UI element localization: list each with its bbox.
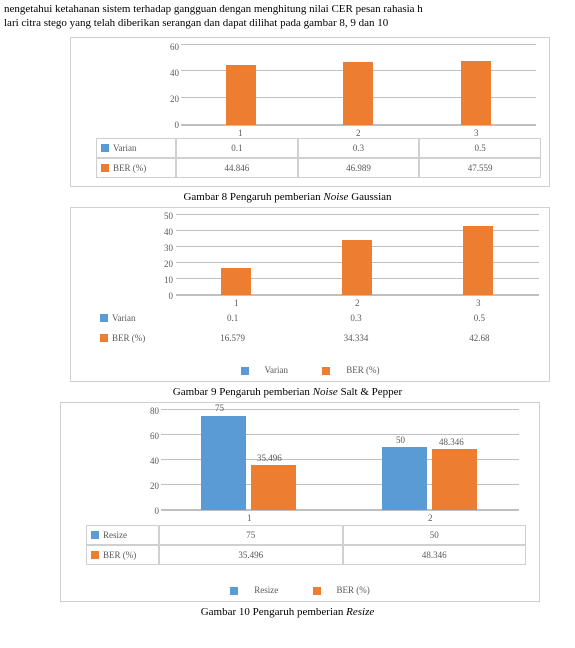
chart2-bar-1 (221, 268, 251, 295)
chart1-data-table: Varian 0.1 0.3 0.5 BER (%) 44.846 46.989… (96, 138, 541, 178)
chart3-plot: 75 35.496 50 48.346 (161, 411, 519, 511)
chart1-caption: Gambar 8 Pengaruh pemberian Noise Gaussi… (0, 191, 575, 203)
chart3-bar-resize-1 (201, 416, 246, 510)
chart3-bar-ber-2 (432, 449, 477, 509)
chart3-data-table: Resize 75 50 BER (%) 35.496 48.346 (86, 525, 526, 565)
chart2-data-table: Varian 0.1 0.3 0.5 BER (%) 16.579 34.334… (96, 308, 541, 348)
chart2-legend-ber: BER (%) (96, 333, 171, 343)
chart3-bar-ber-1 (251, 465, 296, 509)
chart2-caption: Gambar 9 Pengaruh pemberian Noise Salt &… (0, 386, 575, 398)
chart3-bottom-legend: Resize BER (%) (61, 585, 539, 595)
intro-line2: lari citra stego yang telah diberikan se… (4, 17, 388, 29)
chart1-plot (181, 46, 536, 126)
chart2-bar-2 (342, 240, 372, 295)
chart1-bar-3 (461, 61, 491, 124)
chart3-caption: Gambar 10 Pengaruh pemberian Resize (0, 606, 575, 618)
chart3-bar-resize-2 (382, 447, 427, 510)
chart2-legend-varian: Varian (96, 313, 171, 323)
chart3-legend-resize: Resize (86, 525, 159, 545)
chart3-resize: 75 35.496 50 48.346 0 20 40 60 80 1 2 Re… (60, 402, 540, 602)
chart1-legend-ber: BER (%) (96, 158, 176, 178)
chart2-plot (176, 216, 539, 296)
intro-line1: nengetahui ketahanan sistem terhadap gan… (4, 3, 423, 15)
chart2-bottom-legend: Varian BER (%) (71, 365, 549, 375)
chart2-saltpepper: 0 10 20 30 40 50 1 2 3 Varian 0.1 0.3 0.… (70, 207, 550, 382)
chart1-gaussian: 0 20 40 60 1 2 3 Varian 0.1 0.3 0.5 BER … (70, 37, 550, 187)
intro-text: nengetahui ketahanan sistem terhadap gan… (0, 0, 575, 33)
chart3-legend-ber: BER (%) (86, 545, 159, 565)
chart2-bar-3 (463, 226, 493, 294)
chart1-legend-varian: Varian (96, 138, 176, 158)
chart1-bar-1 (226, 65, 256, 125)
chart1-bar-2 (343, 62, 373, 125)
